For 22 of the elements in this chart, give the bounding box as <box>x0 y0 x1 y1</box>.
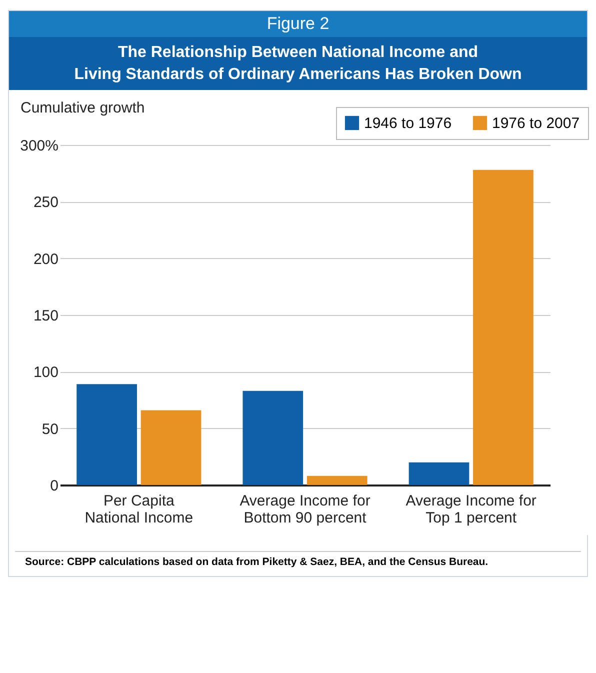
chart-title: Figure 2 <box>9 11 587 37</box>
bar <box>76 384 137 486</box>
y-tick-label: 250 <box>33 194 58 212</box>
x-tick-label: Per Capita National Income <box>84 492 194 527</box>
legend-label: 1946 to 1976 <box>364 115 452 132</box>
y-tick-label: 100 <box>33 364 58 382</box>
bar <box>306 476 368 486</box>
bar <box>140 410 202 486</box>
source-note: Source: CBPP calculations based on data from Piketty & Saez, BEA, and the Census Bureau. <box>15 551 581 576</box>
y-tick-label: 50 <box>42 421 58 438</box>
x-tick-label: Average Income for Top 1 percent <box>406 492 536 527</box>
bar <box>473 170 534 486</box>
bar <box>408 462 470 486</box>
y-tick-label: 200 <box>33 251 58 268</box>
y-axis-title: Cumulative growth <box>20 100 145 117</box>
y-tick-label: 0 <box>50 478 58 495</box>
legend-label: 1976 to 2007 <box>492 115 580 132</box>
y-tick-label: 300% <box>20 138 58 155</box>
x-tick-label: Average Income for Bottom 90 percent <box>240 492 370 527</box>
bar <box>242 391 304 486</box>
y-tick-label: 150 <box>33 308 58 325</box>
chart-subtitle: The Relationship Between National Income and Living Standards of Ordinary Americans Has Broken Down <box>9 37 587 90</box>
